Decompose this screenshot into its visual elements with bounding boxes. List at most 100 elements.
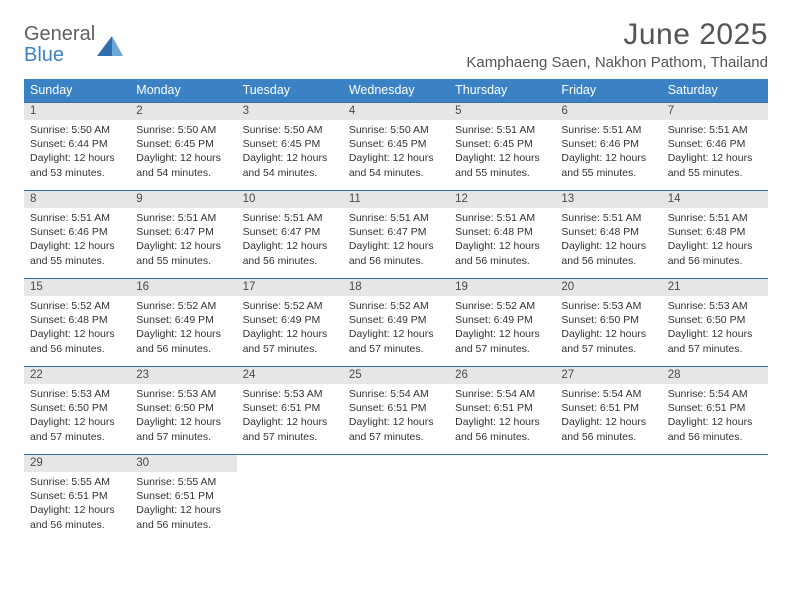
sunset-line: Sunset: 6:51 PM <box>561 401 655 415</box>
daylight-line: Daylight: 12 hours and 57 minutes. <box>30 415 124 443</box>
daylight-line: Daylight: 12 hours and 54 minutes. <box>136 151 230 179</box>
weekday-header: Wednesday <box>343 79 449 103</box>
daylight-line: Daylight: 12 hours and 57 minutes. <box>243 415 337 443</box>
day-number: 12 <box>449 191 555 208</box>
sunrise-line: Sunrise: 5:51 AM <box>243 211 337 225</box>
day-details: Sunrise: 5:54 AMSunset: 6:51 PMDaylight:… <box>555 384 661 448</box>
sunset-line: Sunset: 6:45 PM <box>455 137 549 151</box>
day-number: 27 <box>555 367 661 384</box>
day-number: 23 <box>130 367 236 384</box>
weekday-header: Saturday <box>662 79 768 103</box>
brand-line2: Blue <box>24 45 95 65</box>
calendar-cell <box>449 455 555 543</box>
sunset-line: Sunset: 6:51 PM <box>136 489 230 503</box>
daylight-line: Daylight: 12 hours and 55 minutes. <box>455 151 549 179</box>
calendar-cell <box>343 455 449 543</box>
daylight-line: Daylight: 12 hours and 53 minutes. <box>30 151 124 179</box>
calendar-cell: 20Sunrise: 5:53 AMSunset: 6:50 PMDayligh… <box>555 279 661 367</box>
calendar-cell: 25Sunrise: 5:54 AMSunset: 6:51 PMDayligh… <box>343 367 449 455</box>
daylight-line: Daylight: 12 hours and 56 minutes. <box>30 327 124 355</box>
day-details: Sunrise: 5:52 AMSunset: 6:48 PMDaylight:… <box>24 296 130 360</box>
day-number: 28 <box>662 367 768 384</box>
sunrise-line: Sunrise: 5:51 AM <box>30 211 124 225</box>
calendar-cell <box>555 455 661 543</box>
day-details: Sunrise: 5:51 AMSunset: 6:48 PMDaylight:… <box>662 208 768 272</box>
sunrise-line: Sunrise: 5:50 AM <box>243 123 337 137</box>
calendar-cell: 12Sunrise: 5:51 AMSunset: 6:48 PMDayligh… <box>449 191 555 279</box>
daylight-line: Daylight: 12 hours and 56 minutes. <box>30 503 124 531</box>
weekday-header: Friday <box>555 79 661 103</box>
sunrise-line: Sunrise: 5:50 AM <box>136 123 230 137</box>
day-number: 26 <box>449 367 555 384</box>
day-number: 25 <box>343 367 449 384</box>
sunrise-line: Sunrise: 5:52 AM <box>136 299 230 313</box>
calendar-cell <box>662 455 768 543</box>
day-details: Sunrise: 5:55 AMSunset: 6:51 PMDaylight:… <box>24 472 130 536</box>
location-text: Kamphaeng Saen, Nakhon Pathom, Thailand <box>466 54 768 71</box>
sunset-line: Sunset: 6:47 PM <box>243 225 337 239</box>
sunrise-line: Sunrise: 5:52 AM <box>349 299 443 313</box>
weekday-header: Thursday <box>449 79 555 103</box>
sunrise-line: Sunrise: 5:51 AM <box>136 211 230 225</box>
day-number: 6 <box>555 103 661 120</box>
day-number: 11 <box>343 191 449 208</box>
brand-logo: General Blue <box>24 18 123 65</box>
day-number: 1 <box>24 103 130 120</box>
triangle-icon <box>97 34 123 56</box>
day-number: 30 <box>130 455 236 472</box>
day-number: 4 <box>343 103 449 120</box>
daylight-line: Daylight: 12 hours and 57 minutes. <box>561 327 655 355</box>
calendar-cell: 8Sunrise: 5:51 AMSunset: 6:46 PMDaylight… <box>24 191 130 279</box>
sunrise-line: Sunrise: 5:51 AM <box>561 211 655 225</box>
calendar-cell: 6Sunrise: 5:51 AMSunset: 6:46 PMDaylight… <box>555 103 661 191</box>
day-details: Sunrise: 5:53 AMSunset: 6:50 PMDaylight:… <box>662 296 768 360</box>
sunrise-line: Sunrise: 5:53 AM <box>668 299 762 313</box>
weekday-header: Sunday <box>24 79 130 103</box>
sunrise-line: Sunrise: 5:52 AM <box>243 299 337 313</box>
weekday-header: Tuesday <box>237 79 343 103</box>
sunset-line: Sunset: 6:49 PM <box>136 313 230 327</box>
day-number: 3 <box>237 103 343 120</box>
sunrise-line: Sunrise: 5:54 AM <box>349 387 443 401</box>
sunset-line: Sunset: 6:48 PM <box>30 313 124 327</box>
sunrise-line: Sunrise: 5:52 AM <box>30 299 124 313</box>
daylight-line: Daylight: 12 hours and 55 minutes. <box>561 151 655 179</box>
daylight-line: Daylight: 12 hours and 56 minutes. <box>561 415 655 443</box>
weekday-header: Monday <box>130 79 236 103</box>
day-number: 13 <box>555 191 661 208</box>
calendar-cell: 3Sunrise: 5:50 AMSunset: 6:45 PMDaylight… <box>237 103 343 191</box>
calendar-week-row: 15Sunrise: 5:52 AMSunset: 6:48 PMDayligh… <box>24 279 768 367</box>
sunset-line: Sunset: 6:51 PM <box>455 401 549 415</box>
sunset-line: Sunset: 6:44 PM <box>30 137 124 151</box>
day-number: 29 <box>24 455 130 472</box>
calendar-week-row: 22Sunrise: 5:53 AMSunset: 6:50 PMDayligh… <box>24 367 768 455</box>
sunrise-line: Sunrise: 5:53 AM <box>561 299 655 313</box>
day-number: 17 <box>237 279 343 296</box>
day-number: 10 <box>237 191 343 208</box>
day-details: Sunrise: 5:53 AMSunset: 6:51 PMDaylight:… <box>237 384 343 448</box>
sunrise-line: Sunrise: 5:53 AM <box>30 387 124 401</box>
sunset-line: Sunset: 6:48 PM <box>668 225 762 239</box>
sunset-line: Sunset: 6:49 PM <box>243 313 337 327</box>
brand-line1: General <box>24 23 95 45</box>
day-number: 18 <box>343 279 449 296</box>
day-details: Sunrise: 5:50 AMSunset: 6:44 PMDaylight:… <box>24 120 130 184</box>
day-details: Sunrise: 5:51 AMSunset: 6:46 PMDaylight:… <box>555 120 661 184</box>
sunset-line: Sunset: 6:46 PM <box>668 137 762 151</box>
sunset-line: Sunset: 6:46 PM <box>561 137 655 151</box>
calendar-week-row: 1Sunrise: 5:50 AMSunset: 6:44 PMDaylight… <box>24 103 768 191</box>
day-number: 15 <box>24 279 130 296</box>
day-number: 7 <box>662 103 768 120</box>
day-details: Sunrise: 5:53 AMSunset: 6:50 PMDaylight:… <box>555 296 661 360</box>
sunset-line: Sunset: 6:49 PM <box>349 313 443 327</box>
weekday-header-row: Sunday Monday Tuesday Wednesday Thursday… <box>24 79 768 103</box>
day-details: Sunrise: 5:51 AMSunset: 6:48 PMDaylight:… <box>449 208 555 272</box>
sunrise-line: Sunrise: 5:53 AM <box>243 387 337 401</box>
day-details: Sunrise: 5:51 AMSunset: 6:47 PMDaylight:… <box>130 208 236 272</box>
sunrise-line: Sunrise: 5:51 AM <box>668 123 762 137</box>
calendar-cell: 21Sunrise: 5:53 AMSunset: 6:50 PMDayligh… <box>662 279 768 367</box>
calendar-grid: Sunday Monday Tuesday Wednesday Thursday… <box>24 79 768 543</box>
day-details: Sunrise: 5:52 AMSunset: 6:49 PMDaylight:… <box>130 296 236 360</box>
header: General Blue June 2025 Kamphaeng Saen, N… <box>24 18 768 71</box>
daylight-line: Daylight: 12 hours and 56 minutes. <box>455 239 549 267</box>
